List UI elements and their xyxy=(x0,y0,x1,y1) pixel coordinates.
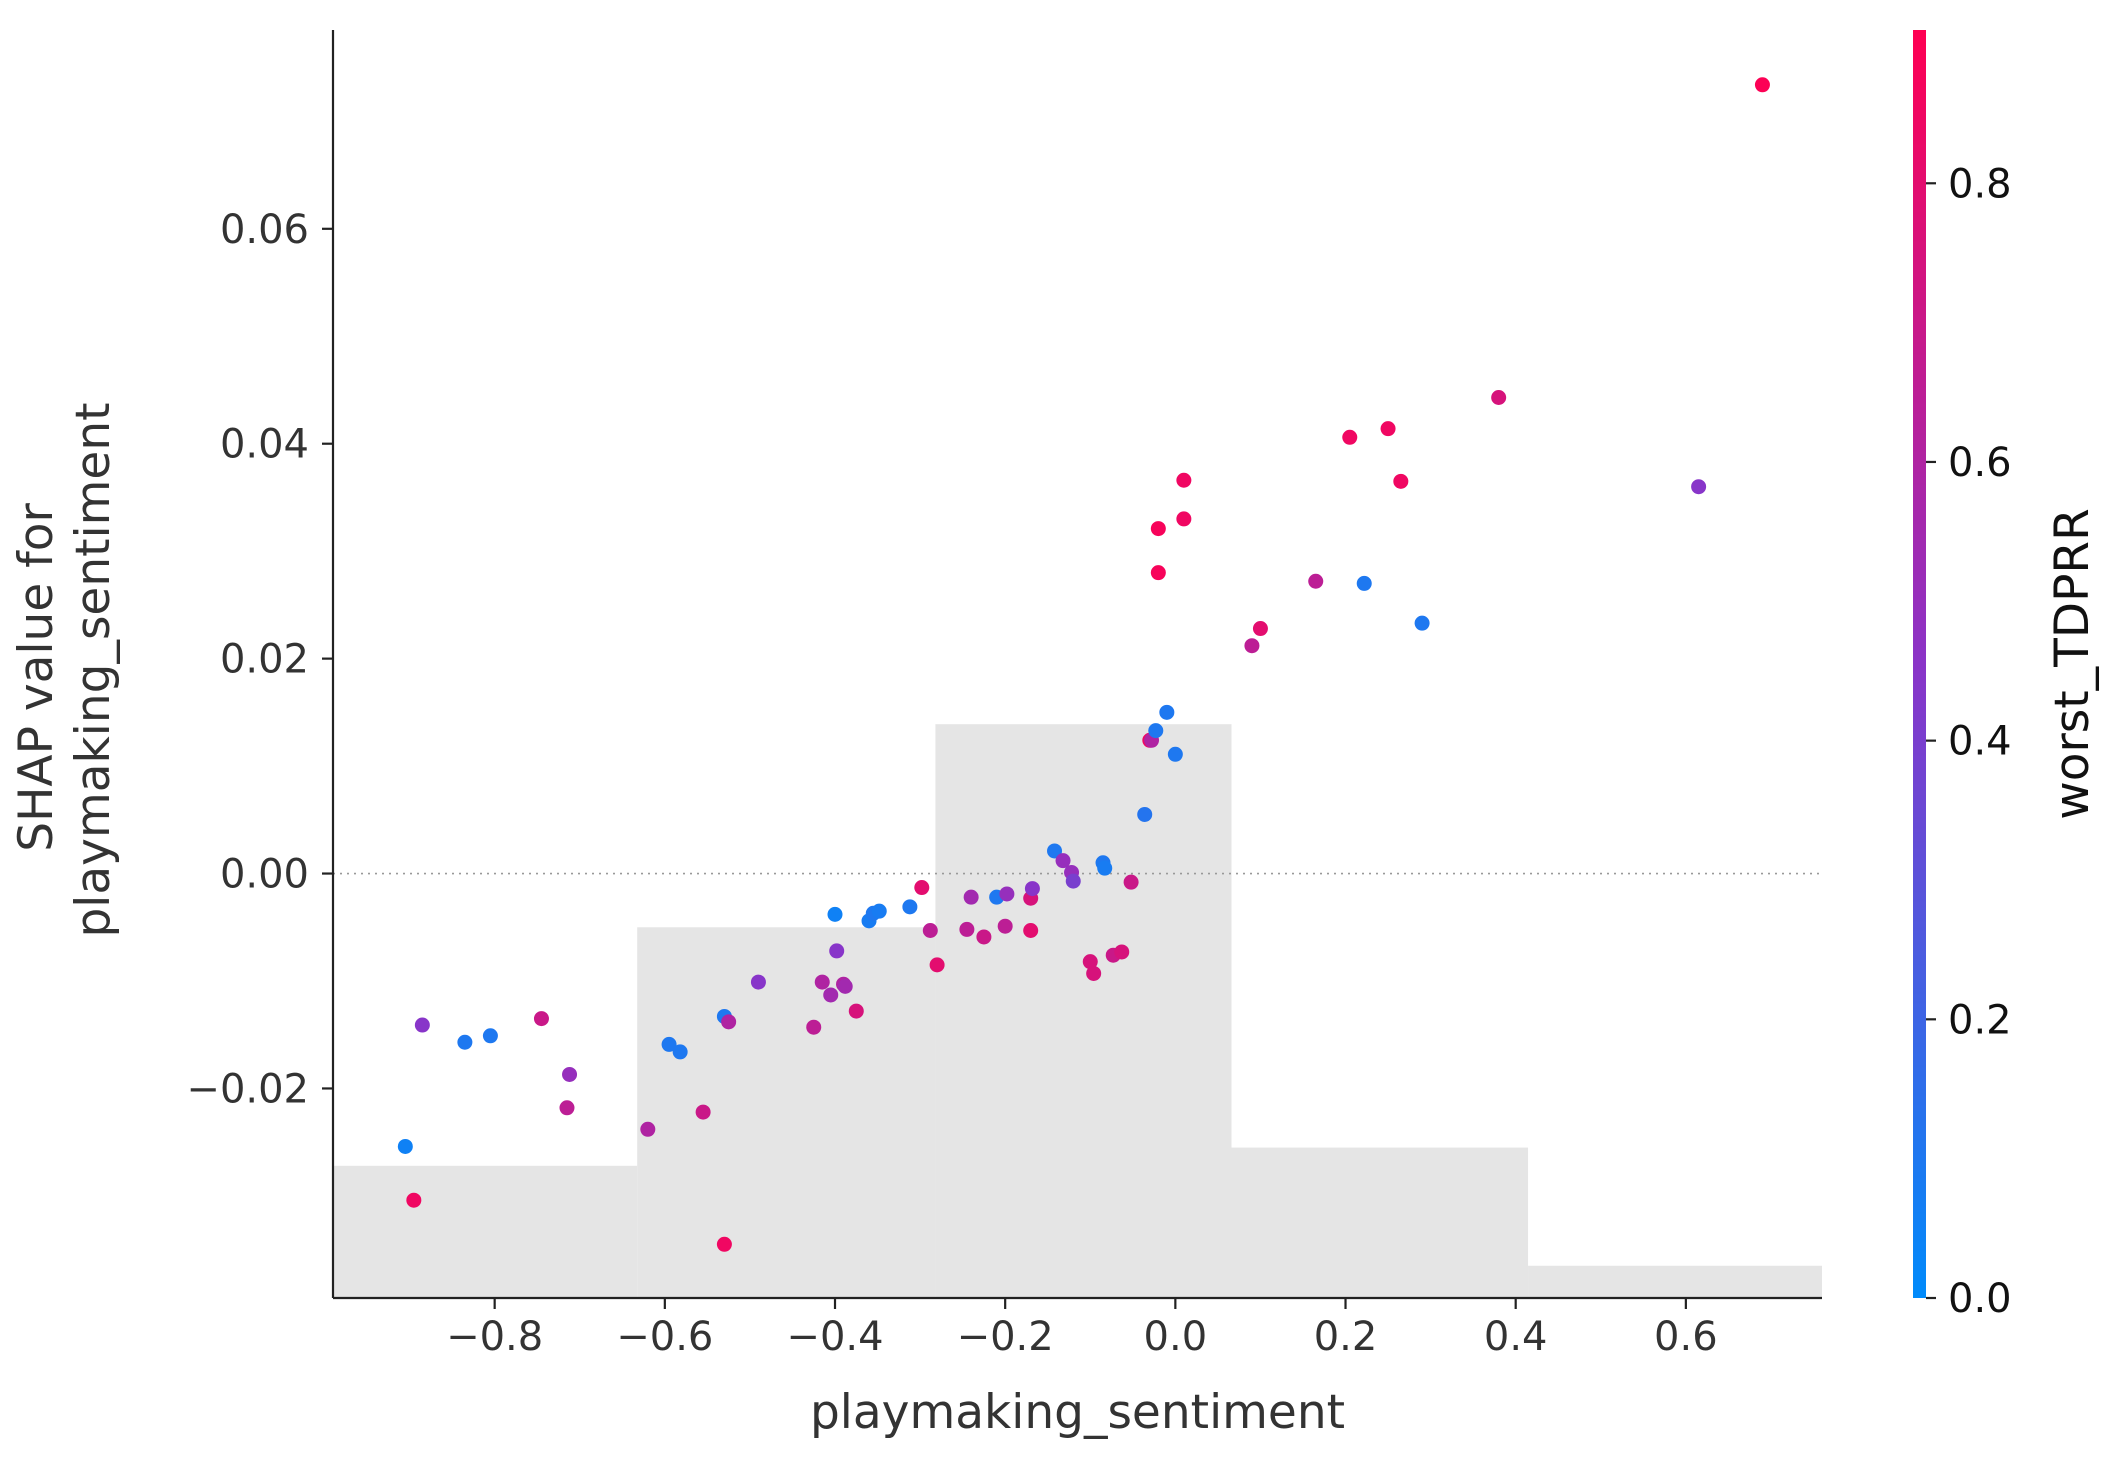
data-point-59 xyxy=(1176,472,1192,488)
feature-histogram xyxy=(333,724,1822,1298)
x-tick-label: 0.0 xyxy=(1144,1314,1208,1360)
colorbar-tick-label: 0.2 xyxy=(1948,997,2012,1043)
data-point-8 xyxy=(640,1121,656,1137)
data-point-50 xyxy=(1123,874,1139,890)
data-point-31 xyxy=(959,921,975,937)
data-point-35 xyxy=(997,918,1013,934)
axes: −0.8 −0.6 −0.4 −0.2 0.0 0.2 0.4 0.6 −0.02 0.00 0.… xyxy=(186,30,1822,1360)
data-point-29 xyxy=(922,922,938,938)
data-point-3 xyxy=(457,1034,473,1050)
colorbar-ticks: 0.0 0.2 0.4 0.6 0.8 xyxy=(1926,161,2012,1322)
y-tick-label: 0.06 xyxy=(220,207,309,253)
histogram-bar-3 xyxy=(1231,1147,1529,1298)
data-point-47 xyxy=(1097,860,1113,876)
data-point-54 xyxy=(1148,723,1164,739)
colorbar-tick-label: 0.6 xyxy=(1948,440,2012,486)
data-point-37 xyxy=(1023,922,1039,938)
colorbar-tick-label: 0.0 xyxy=(1948,1276,2012,1322)
y-axis-title-line-2: playmaking_sentiment xyxy=(66,402,121,937)
data-point-15 xyxy=(750,974,766,990)
data-point-56 xyxy=(1150,565,1166,581)
data-point-2 xyxy=(414,1017,430,1033)
data-point-7 xyxy=(562,1066,578,1082)
x-tick-label: −0.8 xyxy=(446,1314,543,1360)
x-axis-title: playmaking_sentiment xyxy=(810,1385,1345,1440)
data-point-71 xyxy=(1754,77,1770,93)
colorbar-title: worst_TDPRR xyxy=(2045,508,2100,820)
histogram-bar-0 xyxy=(333,1165,638,1298)
data-point-70 xyxy=(1691,479,1707,495)
y-axis-title-line-1: SHAP value for xyxy=(9,503,64,852)
colorbar-tick-label: 0.4 xyxy=(1948,719,2012,765)
histogram-bar-4 xyxy=(1528,1265,1822,1298)
data-point-64 xyxy=(1342,429,1358,445)
data-point-60 xyxy=(1176,511,1192,527)
x-axis-ticks: −0.8 −0.6 −0.4 −0.2 0.0 0.2 0.4 0.6 xyxy=(446,1298,1718,1360)
data-point-11 xyxy=(695,1104,711,1120)
data-point-32 xyxy=(963,889,979,905)
data-point-6 xyxy=(559,1100,575,1116)
histogram-bar-1 xyxy=(637,927,936,1298)
x-tick-label: −0.4 xyxy=(786,1314,883,1360)
x-tick-label: −0.6 xyxy=(616,1314,713,1360)
data-point-4 xyxy=(482,1028,498,1044)
histogram-bar-2 xyxy=(935,724,1232,1298)
data-point-61 xyxy=(1244,638,1260,654)
colorbar: 0.0 0.2 0.4 0.6 0.8 worst_TDPRR xyxy=(1913,30,2100,1322)
data-point-27 xyxy=(902,899,918,915)
data-point-57 xyxy=(1159,704,1175,720)
data-point-45 xyxy=(1086,965,1102,981)
data-point-5 xyxy=(533,1011,549,1027)
data-point-43 xyxy=(1065,873,1081,889)
y-axis-ticks: −0.02 0.00 0.02 0.04 0.06 xyxy=(186,207,333,1112)
x-tick-label: 0.2 xyxy=(1314,1314,1378,1360)
data-point-26 xyxy=(871,903,887,919)
data-point-40 xyxy=(1047,843,1063,859)
data-point-23 xyxy=(848,1003,864,1019)
data-point-17 xyxy=(814,974,830,990)
data-point-30 xyxy=(929,957,945,973)
scatter-points xyxy=(397,77,1770,1252)
data-point-63 xyxy=(1308,573,1324,589)
data-point-51 xyxy=(1137,806,1153,822)
x-tick-label: 0.4 xyxy=(1484,1314,1548,1360)
data-point-28 xyxy=(914,880,930,896)
y-tick-label: 0.00 xyxy=(220,852,309,898)
data-point-44 xyxy=(1082,954,1098,970)
data-point-12 xyxy=(716,1236,732,1252)
colorbar-tick-label: 0.8 xyxy=(1948,161,2012,207)
x-tick-label: 0.6 xyxy=(1654,1314,1718,1360)
data-point-0 xyxy=(397,1138,413,1154)
data-point-62 xyxy=(1252,621,1268,637)
data-point-39 xyxy=(1024,881,1040,897)
data-point-58 xyxy=(1167,746,1183,762)
data-point-16 xyxy=(806,1019,822,1035)
colorbar-gradient xyxy=(1913,30,1926,1298)
data-point-33 xyxy=(976,929,992,945)
data-point-22 xyxy=(837,978,853,994)
data-point-68 xyxy=(1414,615,1430,631)
y-tick-label: 0.04 xyxy=(220,422,309,468)
data-point-9 xyxy=(661,1036,677,1052)
x-tick-label: −0.2 xyxy=(957,1314,1054,1360)
y-axis-title: SHAP value for playmaking_sentiment xyxy=(9,402,121,937)
data-point-36 xyxy=(999,886,1015,902)
data-point-55 xyxy=(1150,521,1166,537)
data-point-41 xyxy=(1055,853,1071,869)
data-point-14 xyxy=(721,1014,737,1030)
data-point-67 xyxy=(1393,473,1409,489)
data-point-19 xyxy=(827,906,843,922)
data-point-65 xyxy=(1356,575,1372,591)
data-point-10 xyxy=(672,1044,688,1060)
y-tick-label: −0.02 xyxy=(186,1066,309,1112)
data-point-49 xyxy=(1114,944,1130,960)
data-point-1 xyxy=(406,1192,422,1208)
y-tick-label: 0.02 xyxy=(220,637,309,683)
data-point-18 xyxy=(823,987,839,1003)
data-point-69 xyxy=(1491,390,1507,406)
data-point-66 xyxy=(1380,421,1396,437)
data-point-20 xyxy=(829,943,845,959)
